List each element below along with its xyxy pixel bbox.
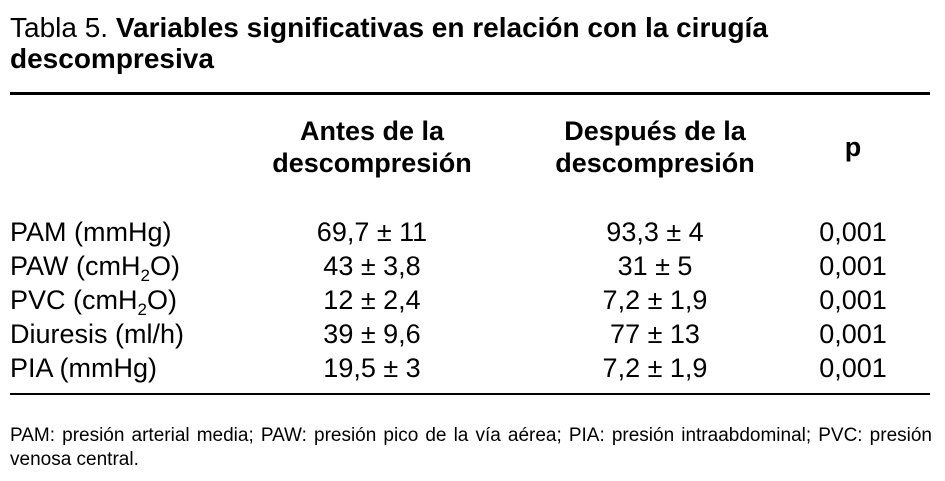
table-cell: 0,001 <box>819 319 887 349</box>
row-label: PAM (mmHg) <box>10 215 172 249</box>
label-text: Diuresis (ml/h) <box>10 319 185 349</box>
table-cell: 0,001 <box>819 251 887 281</box>
table-cell: 0,001 <box>819 285 887 315</box>
table-cell: 0,001 <box>819 217 887 247</box>
table-cell: 77 ± 13 <box>610 319 700 349</box>
table-cell: 7,2 ± 1,9 <box>602 353 708 383</box>
table-cell: 0,001 <box>819 353 887 383</box>
top-rule <box>10 92 930 95</box>
label-text: PAM (mmHg) <box>10 217 172 247</box>
label-text: PVC (cmH <box>10 285 138 315</box>
column-header: Después de la descompresión <box>555 116 755 178</box>
subscript: 2 <box>140 266 150 285</box>
table-cell: 43 ± 3,8 <box>323 251 421 281</box>
table-cell: 12 ± 2,4 <box>323 285 421 315</box>
table-label: Tabla 5. <box>10 12 109 43</box>
subscript: 2 <box>137 300 147 319</box>
column-header: Antes de la descompresión <box>272 116 472 178</box>
row-label: PIA (mmHg) <box>10 351 157 385</box>
title-text: Variables significativas en relación con… <box>10 12 768 74</box>
label-text: PIA (mmHg) <box>10 353 158 383</box>
label-text: O) <box>149 251 180 281</box>
table-cell: 39 ± 9,6 <box>323 319 421 349</box>
label-text: PAW (cmH <box>10 251 141 281</box>
table-cell: 69,7 ± 11 <box>316 217 428 247</box>
table-cell: 93,3 ± 4 <box>606 217 704 247</box>
table-title: Tabla 5. Variables significativas en rel… <box>10 12 910 74</box>
table-cell: 7,2 ± 1,9 <box>602 285 708 315</box>
row-label: PAW (cmH2O) <box>10 249 180 285</box>
row-label: PVC (cmH2O) <box>10 283 177 319</box>
bottom-rule <box>10 393 930 395</box>
label-text: O) <box>146 285 177 315</box>
table-cell: 31 ± 5 <box>617 251 693 281</box>
footnote: PAM: presión arterial media; PAW: presió… <box>10 425 932 470</box>
table-cell: 19,5 ± 3 <box>323 353 421 383</box>
column-header: p <box>844 132 862 162</box>
row-label: Diuresis (ml/h) <box>10 317 184 351</box>
